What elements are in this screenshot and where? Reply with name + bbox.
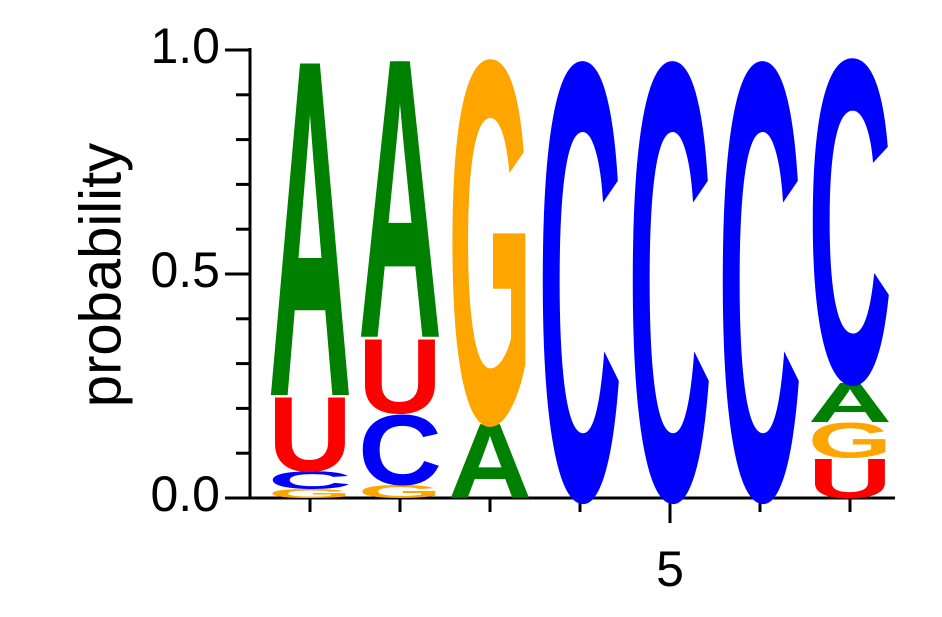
logo-letter: U — [268, 375, 352, 493]
logo-letter: A — [268, 0, 352, 497]
logo-letter: C — [808, 0, 892, 480]
y-tick-label: 0.5 — [150, 242, 220, 298]
logo-letter: C — [358, 395, 442, 507]
logo-letter: C — [538, 0, 622, 617]
logo-letter: U — [808, 448, 892, 510]
logo-letter: G — [358, 481, 442, 502]
y-tick-label: 0.0 — [150, 466, 220, 522]
logo-letter: G — [268, 487, 352, 501]
y-tick-label: 1.0 — [150, 18, 220, 74]
logo-letter: C — [628, 0, 712, 617]
logo-letter: C — [718, 0, 802, 617]
y-axis-label: probability — [68, 143, 133, 407]
logo-letter: C — [268, 467, 352, 495]
logo-letter: G — [448, 0, 532, 533]
logo-letter: A — [448, 402, 532, 520]
logo-letter: G — [808, 412, 892, 468]
logo-letter: A — [808, 372, 892, 434]
logo-letter: A — [358, 0, 442, 422]
x-tick-label: 5 — [656, 541, 684, 597]
logo-letter: U — [358, 317, 442, 435]
